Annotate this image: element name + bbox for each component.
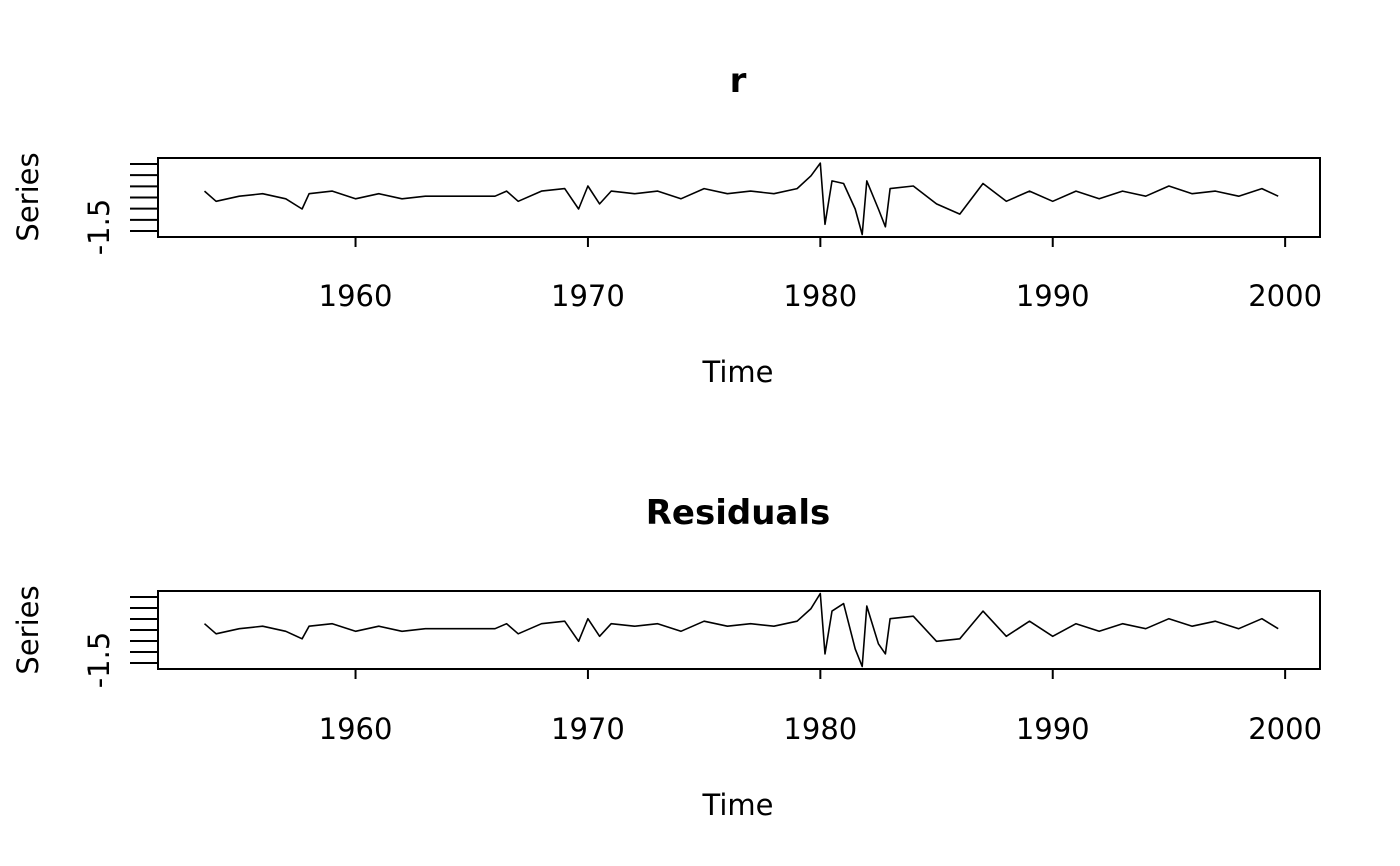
- plot-frame: [157, 590, 1321, 670]
- y-axis-label: Series: [11, 152, 45, 241]
- x-axis-label: Time: [702, 355, 774, 389]
- x-tick-label: 1960: [319, 712, 393, 746]
- y-tick-label: -1.5: [82, 199, 116, 256]
- x-tick-label: 2000: [1248, 712, 1322, 746]
- y-tick-label: -1.5: [82, 632, 116, 689]
- series-line: [203, 162, 1279, 236]
- y-axis-ticks: [130, 163, 158, 232]
- x-tick-label: 1980: [783, 712, 857, 746]
- series-line: [203, 592, 1279, 668]
- chart-panel-residuals: Residuals Time Series -1.5 1960 1970 1980 1…: [11, 493, 1322, 822]
- x-tick-label: 1990: [1016, 712, 1090, 746]
- chart-title: Residuals: [646, 493, 831, 533]
- x-tick-label: 1980: [783, 279, 857, 313]
- x-tick-label: 1990: [1016, 279, 1090, 313]
- x-axis-label: Time: [702, 788, 774, 822]
- chart-panel-r: r Time Series -1.5 1960 1970 1980 1990 2000: [11, 61, 1322, 389]
- x-tick-label: 2000: [1248, 279, 1322, 313]
- x-tick-label: 1970: [551, 712, 625, 746]
- x-axis-ticks: 1960 1970 1980 1990 2000: [319, 669, 1322, 746]
- chart-title: r: [730, 61, 747, 101]
- x-axis-ticks: 1960 1970 1980 1990 2000: [319, 237, 1322, 313]
- x-tick-label: 1970: [551, 279, 625, 313]
- plot-frame: [157, 157, 1321, 238]
- x-tick-label: 1960: [319, 279, 393, 313]
- y-axis-label: Series: [11, 585, 45, 674]
- y-axis-ticks: [130, 596, 158, 664]
